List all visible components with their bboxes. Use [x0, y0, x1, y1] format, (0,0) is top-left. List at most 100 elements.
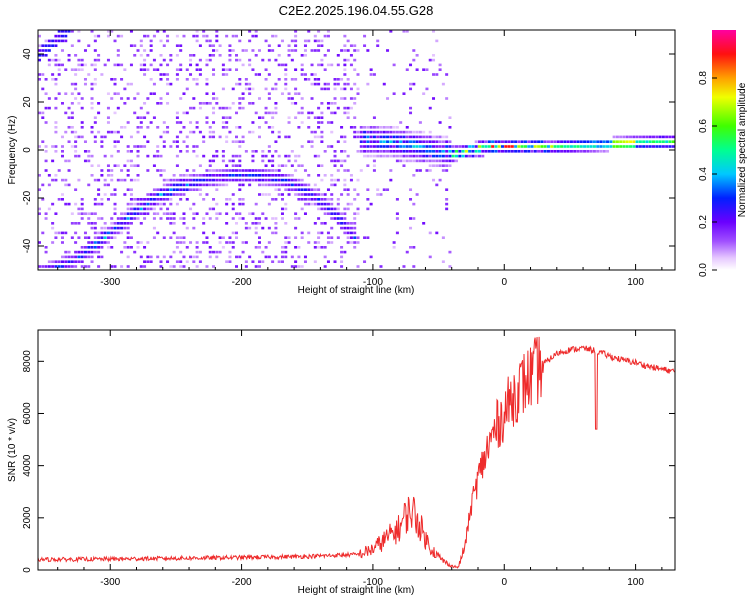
heatmap-cell: [349, 54, 353, 57]
heatmap-cell: [159, 207, 163, 211]
heatmap-cell: [353, 97, 357, 100]
heatmap-cell: [159, 73, 163, 76]
heatmap-cell: [244, 78, 248, 81]
heatmap-cell: [320, 207, 324, 211]
heatmap-cell: [336, 222, 340, 225]
heatmap-cell: [169, 193, 173, 196]
heatmap-cell: [432, 30, 436, 33]
heatmap-cell: [212, 198, 216, 201]
heatmap-cell: [64, 159, 68, 163]
heatmap-cell: [87, 246, 91, 249]
heatmap-cell: [195, 78, 199, 81]
heatmap-cell: [80, 63, 84, 67]
heatmap-cell: [228, 260, 232, 263]
heatmap-cell: [143, 102, 147, 105]
heatmap-cell: [359, 135, 363, 139]
heatmap-cell: [231, 159, 235, 163]
heatmap-cell: [320, 111, 324, 115]
heatmap-cell: [175, 140, 179, 143]
heatmap-cell: [228, 169, 232, 172]
heatmap-cell: [251, 260, 255, 263]
heatmap-cell: [428, 150, 432, 153]
heatmap-cell: [149, 207, 153, 211]
heatmap-cell: [491, 145, 495, 148]
heatmap-xlabel: Height of straight line (km): [298, 285, 415, 296]
heatmap-cell: [287, 159, 291, 163]
heatmap-cell: [44, 250, 48, 254]
heatmap-cell: [428, 169, 432, 172]
heatmap-cell: [185, 260, 189, 263]
heatmap-cell: [221, 116, 225, 119]
heatmap-cell: [323, 212, 327, 215]
heatmap-cell: [136, 202, 140, 206]
heatmap-cell: [146, 212, 150, 215]
heatmap-cell: [382, 126, 386, 129]
heatmap-cell: [346, 116, 350, 119]
heatmap-cell: [441, 145, 445, 148]
heatmap-cell: [438, 150, 442, 153]
heatmap-cell: [225, 121, 229, 124]
heatmap-cell: [110, 246, 114, 249]
heatmap-cell: [83, 150, 87, 153]
heatmap-cell: [54, 174, 58, 177]
heatmap-cell: [251, 178, 255, 182]
heatmap-cell: [208, 54, 212, 57]
heatmap-cell: [290, 58, 294, 62]
heatmap-cell: [257, 222, 261, 225]
heatmap-cell: [280, 164, 284, 167]
heatmap-cell: [346, 58, 350, 62]
heatmap-cell: [445, 135, 449, 139]
heatmap-cell: [97, 236, 101, 239]
heatmap-cell: [356, 207, 360, 211]
heatmap-cell: [244, 49, 248, 52]
heatmap-cell: [277, 188, 281, 191]
heatmap-cell: [366, 140, 370, 143]
heatmap-cell: [198, 58, 202, 62]
heatmap-cell: [363, 236, 367, 239]
heatmap-cell: [366, 236, 370, 239]
heatmap-cell: [428, 159, 432, 163]
heatmap-cell: [280, 246, 284, 249]
heatmap-cell: [166, 63, 170, 67]
heatmap-cell: [83, 265, 87, 268]
heatmap-cell: [271, 164, 275, 167]
heatmap-cell: [284, 63, 288, 67]
heatmap-cell: [451, 159, 455, 163]
heatmap-cell: [106, 198, 110, 201]
heatmap-cell: [212, 121, 216, 124]
heatmap-cell: [294, 260, 298, 263]
heatmap-cell: [202, 34, 206, 38]
heatmap-cell: [366, 130, 370, 134]
heatmap-cell: [320, 63, 324, 67]
heatmap-cell: [261, 58, 265, 62]
heatmap-cell: [166, 126, 170, 129]
heatmap-cell: [139, 207, 143, 211]
heatmap-cell: [212, 154, 216, 158]
heatmap-cell: [376, 39, 380, 43]
heatmap-cell: [346, 226, 350, 230]
heatmap-cell: [382, 154, 386, 158]
heatmap-cell: [583, 140, 587, 143]
heatmap-cell: [218, 236, 222, 239]
heatmap-cell: [356, 212, 360, 215]
heatmap-cell: [366, 207, 370, 211]
heatmap-cell: [320, 140, 324, 143]
heatmap-cell: [317, 246, 321, 249]
heatmap-cell: [202, 178, 206, 182]
heatmap-cell: [395, 212, 399, 215]
heatmap-cell: [271, 174, 275, 177]
heatmap-cell: [156, 126, 160, 129]
heatmap-cell: [257, 260, 261, 263]
heatmap-cell: [120, 78, 124, 81]
heatmap-cell: [284, 87, 288, 91]
snr-xtick-label: -100: [363, 577, 383, 588]
heatmap-cell: [310, 73, 314, 76]
heatmap-cell: [353, 49, 357, 52]
heatmap-cell: [123, 246, 127, 249]
heatmap-cell: [290, 178, 294, 182]
heatmap-cell: [300, 111, 304, 115]
heatmap-cell: [409, 145, 413, 148]
heatmap-cell: [438, 140, 442, 143]
heatmap-cell: [346, 207, 350, 211]
heatmap-cell: [202, 135, 206, 139]
